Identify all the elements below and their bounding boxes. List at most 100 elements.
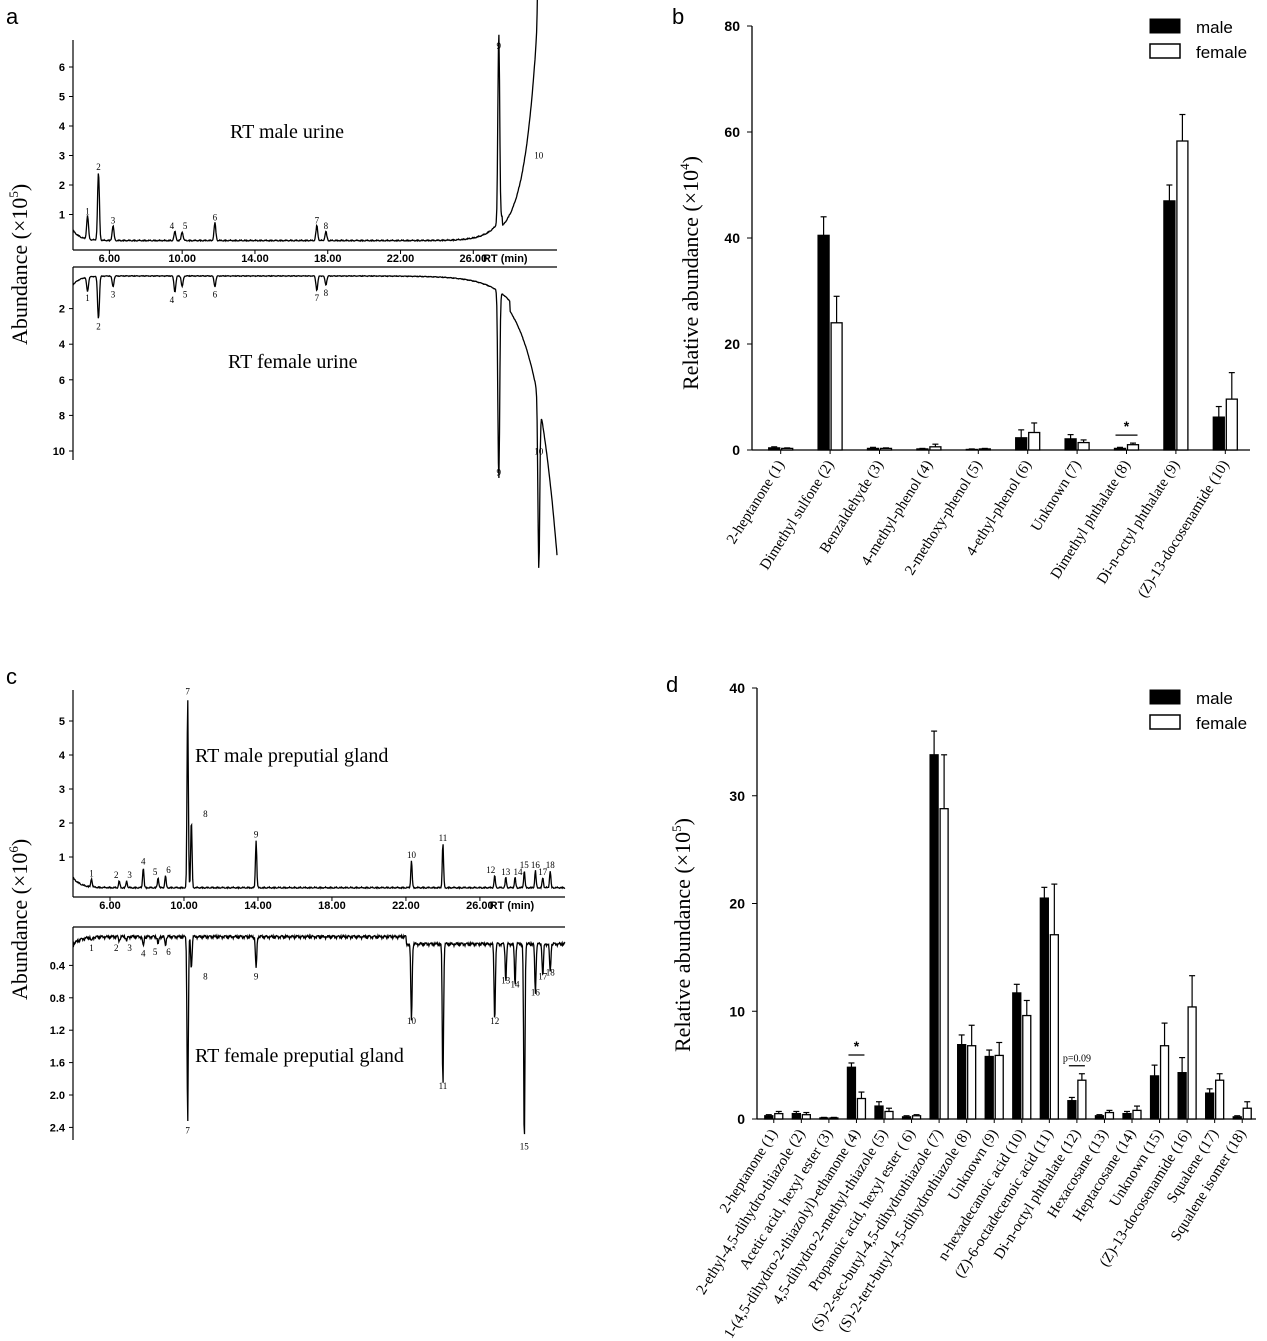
bottom-y-tick-label: 8	[59, 410, 65, 422]
bottom-y-tick-label: 6	[59, 375, 65, 387]
bar-male	[1122, 1112, 1132, 1120]
bar-female	[1049, 934, 1059, 1120]
bar-female	[1225, 398, 1238, 451]
bar-female	[1022, 1014, 1032, 1120]
category-label: (Z)-13-docosenamide (10)	[1135, 458, 1233, 601]
bottom-peak-label-7: 7	[315, 293, 320, 303]
x-tick-label: 26.00	[466, 900, 494, 912]
legend-swatch-female	[1149, 714, 1181, 730]
bar-male	[1113, 447, 1127, 451]
bar-male	[817, 234, 830, 451]
x-tick-label: 10.00	[168, 253, 196, 265]
bar-female	[1132, 1109, 1142, 1120]
x-tick-label: 22.00	[392, 900, 420, 912]
y-tick-label: 40	[729, 680, 745, 696]
bar-male	[846, 1066, 857, 1120]
bottom-peak-label-6: 6	[213, 290, 218, 300]
bar-female	[830, 322, 843, 451]
bottom-y-tick-label: 1.2	[50, 1025, 65, 1037]
bottom-peak-label-10: 10	[534, 446, 544, 456]
top-y-tick-label: 4	[59, 121, 66, 133]
x-tick-label: 18.00	[314, 253, 342, 265]
bar-male	[1232, 1116, 1242, 1120]
legend-label-female: female	[1196, 43, 1247, 62]
panel-c-top-title: RT male preputial gland	[195, 745, 388, 767]
bottom-peak-label-14: 14	[511, 980, 521, 990]
bar-male	[984, 1055, 994, 1120]
x-tick-label: 18.00	[318, 900, 346, 912]
top-peak-label-5: 5	[153, 867, 158, 877]
x-tick-label: 6.00	[99, 253, 120, 265]
bottom-chromatogram-trace	[72, 933, 566, 1135]
top-y-tick-label: 5	[59, 716, 65, 728]
bar-female	[1242, 1107, 1252, 1120]
bar-male	[1163, 200, 1176, 451]
bottom-peak-label-8: 8	[324, 288, 329, 298]
top-peak-label-8: 8	[203, 809, 208, 819]
bar-male	[764, 1115, 774, 1120]
bottom-peak-label-5: 5	[153, 947, 158, 957]
bar-male	[1039, 897, 1049, 1120]
top-peak-label-17: 17	[538, 867, 548, 877]
bar-female	[939, 808, 949, 1120]
y-tick-label: 20	[724, 336, 740, 352]
top-peak-label-9: 9	[497, 41, 502, 51]
top-peak-label-3: 3	[111, 215, 116, 225]
bottom-peak-label-8: 8	[203, 971, 208, 981]
bar-male	[1177, 1072, 1187, 1120]
legend-swatch-male	[1149, 18, 1181, 34]
bottom-y-tick-label: 1.6	[50, 1058, 65, 1070]
bar-female	[911, 1115, 922, 1120]
bar-female	[1215, 1079, 1225, 1120]
legend-label-male: male	[1196, 689, 1233, 708]
panel-letter-d: d	[666, 672, 678, 697]
top-peak-label-18: 18	[546, 860, 556, 870]
bar-male	[819, 1117, 829, 1120]
top-peak-label-7: 7	[315, 215, 320, 225]
bar-male	[1067, 1100, 1077, 1120]
top-peak-label-7: 7	[185, 687, 190, 697]
top-peak-label-10: 10	[534, 150, 544, 160]
y-tick-label: 30	[729, 788, 745, 804]
bar-female	[1126, 444, 1140, 451]
top-peak-label-6: 6	[166, 865, 171, 875]
bar-male	[929, 754, 939, 1120]
x-tick-label: 14.00	[241, 253, 269, 265]
bottom-peak-label-7: 7	[185, 1125, 190, 1135]
bar-male	[965, 448, 978, 451]
bar-female	[781, 447, 794, 451]
bottom-peak-label-6: 6	[166, 947, 171, 957]
bar-male	[866, 447, 880, 451]
bar-male	[1212, 416, 1225, 451]
bottom-peak-label-9: 9	[497, 468, 502, 478]
bottom-peak-label-2: 2	[114, 943, 119, 953]
bar-female	[801, 1114, 811, 1120]
top-y-tick-label: 2	[59, 818, 65, 830]
bottom-y-tick-label: 2.0	[50, 1090, 65, 1102]
top-peak-label-1: 1	[89, 869, 94, 879]
bar-female	[967, 1045, 977, 1120]
bottom-peak-label-3: 3	[111, 290, 116, 300]
bar-male	[1149, 1075, 1160, 1120]
x-unit-label: RT (min)	[483, 253, 528, 265]
top-chromatogram-trace	[72, 700, 566, 890]
panel-b-ylabel: Relative abundance (×104)	[677, 156, 703, 390]
x-tick-label: 14.00	[244, 900, 272, 912]
panel-c: c Abundance (×106) RT male preputial gla…	[6, 664, 404, 1067]
top-peak-label-11: 11	[439, 833, 448, 843]
top-peak-label-2: 2	[96, 162, 101, 172]
top-chromatogram-trace	[72, 0, 538, 243]
y-tick-label: 40	[724, 230, 740, 246]
bar-female	[1028, 431, 1041, 451]
bottom-y-tick-label: 10	[53, 446, 65, 458]
panel-d: d Relative abundance (×105) male female	[666, 672, 1247, 1052]
bar-male	[1012, 992, 1022, 1120]
panel-c-bottom-title: RT female preputial gland	[195, 1045, 404, 1067]
significance-label: *	[1124, 418, 1130, 434]
bar-male	[1064, 438, 1077, 451]
top-peak-label-6: 6	[213, 212, 218, 222]
y-tick-label: 10	[729, 1003, 745, 1019]
bar-female	[1187, 1006, 1197, 1120]
